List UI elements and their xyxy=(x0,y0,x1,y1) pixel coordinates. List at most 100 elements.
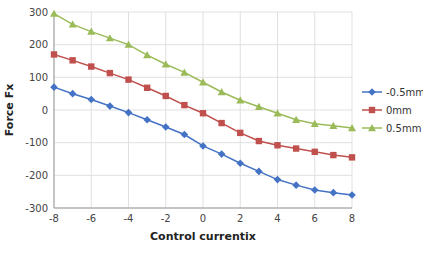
plot-area xyxy=(50,10,356,199)
grid-line xyxy=(165,12,166,208)
point xyxy=(50,10,58,17)
legend-item: 0.5mm xyxy=(362,123,421,134)
point xyxy=(199,78,207,85)
tick-label: 6 xyxy=(312,213,318,224)
point xyxy=(292,116,300,123)
point xyxy=(329,122,337,129)
point xyxy=(293,145,299,151)
tick-label: -4 xyxy=(124,213,134,224)
legend-marker xyxy=(369,107,375,113)
tick-label: -100 xyxy=(25,137,48,148)
point xyxy=(51,51,57,57)
tick-label: 2 xyxy=(237,213,243,224)
legend-label: -0.5mm xyxy=(386,87,423,98)
point xyxy=(218,120,224,126)
axes: -300 -200 -100 0 100 200 300 -8 -6 -4 -2 0 2 4 6 8 xyxy=(25,7,355,225)
tick-label: 200 xyxy=(29,39,48,50)
point xyxy=(311,120,319,127)
grid-line xyxy=(352,12,353,208)
legend-label: 0mm xyxy=(386,105,412,116)
point xyxy=(50,83,58,91)
point xyxy=(125,41,133,48)
grid-line xyxy=(240,12,241,208)
tick-label: -8 xyxy=(49,213,59,224)
point xyxy=(330,152,336,158)
point xyxy=(106,102,114,110)
point xyxy=(312,149,318,155)
grid-line xyxy=(91,12,92,208)
series-line xyxy=(54,14,352,128)
point xyxy=(200,110,206,116)
legend-marker xyxy=(368,88,376,96)
tick-label: 300 xyxy=(29,7,48,18)
tick-label: -6 xyxy=(86,213,96,224)
series xyxy=(51,51,355,160)
point xyxy=(330,189,338,197)
grid-line xyxy=(54,12,55,208)
point xyxy=(348,191,356,199)
point xyxy=(255,168,263,176)
point xyxy=(87,96,95,104)
tick-label: -200 xyxy=(25,170,48,181)
point xyxy=(69,90,77,98)
point xyxy=(274,176,282,184)
point xyxy=(143,116,151,124)
point xyxy=(236,96,244,103)
point xyxy=(162,60,170,67)
point xyxy=(237,130,243,136)
grid-line xyxy=(203,12,204,208)
y-axis-line xyxy=(54,12,55,208)
point xyxy=(87,28,95,35)
point xyxy=(69,20,77,27)
grid-line xyxy=(54,208,352,209)
tick-label: -300 xyxy=(25,203,48,214)
point xyxy=(88,63,94,69)
tick-label: 0 xyxy=(200,213,206,224)
tick-label: 4 xyxy=(274,213,280,224)
grid xyxy=(54,12,352,208)
point xyxy=(218,150,226,158)
point xyxy=(274,142,280,148)
series-line xyxy=(54,54,352,157)
series-line xyxy=(54,87,352,195)
x-axis-label: Control currentix xyxy=(150,230,256,243)
point xyxy=(125,109,133,117)
point xyxy=(348,124,356,131)
y-axis-label: Force Fx xyxy=(3,84,16,136)
point xyxy=(255,103,263,110)
chart: -300 -200 -100 0 100 200 300 -8 -6 -4 -2 0 2 4 6 8 Contr… xyxy=(0,0,423,254)
series xyxy=(50,10,356,132)
point xyxy=(107,70,113,76)
point xyxy=(349,154,355,160)
point xyxy=(236,159,244,167)
grid-line xyxy=(314,12,315,208)
legend-label: 0.5mm xyxy=(386,123,421,134)
point xyxy=(256,138,262,144)
legend-item: 0mm xyxy=(362,105,412,116)
legend-marker xyxy=(368,124,376,131)
tick-label: 8 xyxy=(349,213,355,224)
point xyxy=(180,68,188,75)
tick-label: -2 xyxy=(161,213,171,224)
point xyxy=(199,142,207,150)
tick-label: 100 xyxy=(29,72,48,83)
point xyxy=(274,109,282,116)
point xyxy=(106,34,114,41)
series xyxy=(50,83,356,198)
x-axis-line xyxy=(54,208,352,209)
point xyxy=(163,93,169,99)
legend: -0.5mm 0mm 0.5mm xyxy=(362,87,423,134)
legend-item: -0.5mm xyxy=(362,87,423,98)
point xyxy=(311,186,319,194)
point xyxy=(144,85,150,91)
point xyxy=(162,123,170,131)
point xyxy=(181,131,189,139)
chart-container: -300 -200 -100 0 100 200 300 -8 -6 -4 -2 0 2 4 6 8 Contr… xyxy=(0,0,423,254)
point xyxy=(218,88,226,95)
point xyxy=(181,102,187,108)
point xyxy=(125,76,131,82)
point xyxy=(69,57,75,63)
point xyxy=(292,181,300,189)
tick-label: 0 xyxy=(42,105,48,116)
point xyxy=(143,51,151,58)
